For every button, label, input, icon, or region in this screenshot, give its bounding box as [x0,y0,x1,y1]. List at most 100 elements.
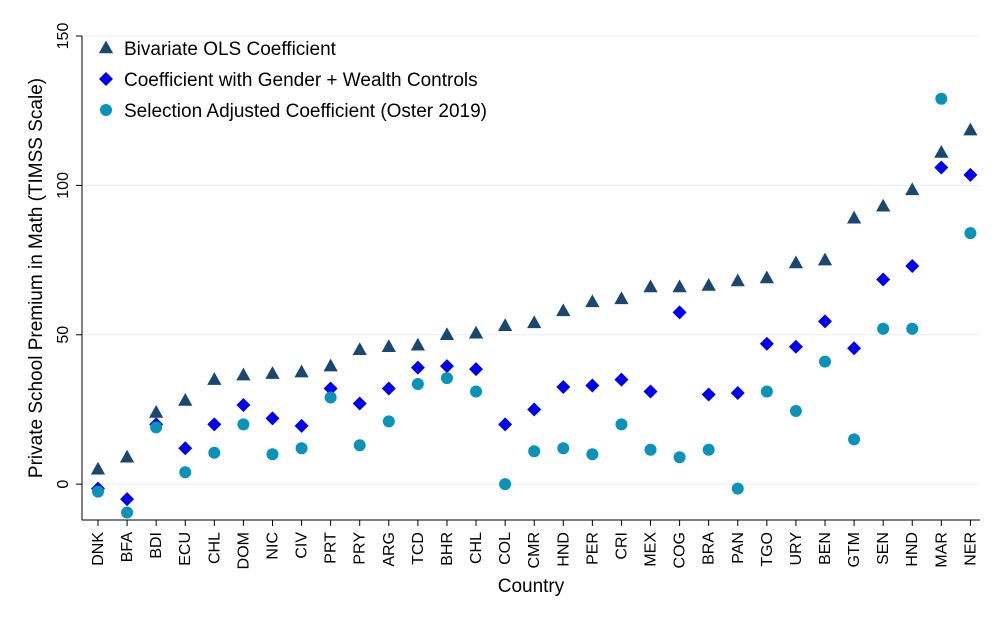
y-tick-label: 50 [55,326,72,344]
point-diamond [643,384,658,399]
point-circle [121,506,134,519]
point-triangle [963,122,978,136]
point-diamond [498,417,513,432]
point-circle [644,443,657,456]
x-tick-label: DOM [235,532,252,569]
x-tick-label: PER [584,532,601,565]
x-tick-label: NIC [264,532,281,560]
point-diamond [585,378,600,393]
point-circle [92,485,104,498]
x-tick-label: BHR [439,532,456,566]
x-tick-label: SEN [875,532,892,565]
x-tick-label: CMR [526,532,543,568]
x-tick-label: COL [497,532,514,565]
point-circle [382,415,395,428]
point-circle [470,385,483,398]
point-circle [411,378,424,391]
legend-marker-triangle [98,40,114,54]
point-triangle [265,366,280,379]
point-diamond [759,336,774,351]
point-circle [528,445,541,458]
x-tick-label: CIV [294,532,311,559]
point-circle [208,446,221,459]
legend-label: Coefficient with Gender + Wealth Control… [124,70,478,91]
x-axis-title: Country [498,576,565,597]
point-circle [237,418,250,431]
gridlines [82,35,980,485]
point-circle [789,404,802,417]
x-tick-label: GTM [846,532,863,568]
point-diamond [788,339,803,354]
series-2 [91,160,978,507]
legend-marker-diamond [99,72,113,86]
x-tick-label: TGO [759,532,776,567]
x-tick-label: PAN [730,532,747,564]
point-triangle [730,273,745,287]
legend-label: Selection Adjusted Coefficient (Oster 20… [124,101,487,122]
point-circle [324,391,337,404]
point-circle [179,466,192,479]
point-diamond [556,380,571,395]
y-tick-label: 150 [55,23,72,50]
y-ticks: 0 50 100 150 [55,23,82,489]
x-tick-label: BDI [148,532,165,559]
point-diamond [672,305,687,320]
point-circle [353,439,366,452]
point-triangle [149,404,164,418]
point-diamond [236,397,251,412]
x-tick-label: CHL [468,532,485,564]
point-triangle [294,364,309,378]
point-diamond [730,386,745,401]
x-tick-label: BFA [119,532,136,563]
legend: Bivariate OLS Coefficient Coefficient wit… [98,39,487,122]
point-diamond [818,314,832,329]
point-diamond [294,418,309,433]
point-triangle [934,145,949,158]
point-triangle [468,325,484,339]
point-diamond [527,402,542,417]
point-diamond [934,160,949,175]
point-circle [557,442,570,455]
x-tick-label: MAR [933,532,950,568]
x-tick-label: URY [788,532,805,566]
axes [81,36,980,521]
x-tick-label: MEX [643,532,660,567]
point-circle [673,451,686,464]
series-1 [90,122,978,475]
point-circle [760,385,773,398]
point-triangle [759,270,774,284]
point-diamond [323,381,338,396]
x-tick-label: DNK [90,532,107,566]
point-circle [295,442,308,455]
point-triangle [672,279,687,293]
x-tick-label: ECU [177,532,194,566]
x-ticks: DNK BFA BDI ECU CHL DOM NIC CIV PRT PRY ARG TCD BHR C… [90,520,979,569]
point-circle [702,443,715,456]
data-points [90,92,978,519]
point-triangle [556,303,571,317]
point-diamond [410,360,425,375]
point-triangle [585,294,600,308]
point-circle [150,421,163,434]
point-triangle [119,449,135,463]
point-circle [964,227,977,240]
point-triangle [527,315,542,329]
point-diamond [876,272,891,287]
x-tick-label: CHL [206,532,223,564]
x-tick-label: CRI [613,532,630,560]
x-tick-label: COG [672,532,689,568]
x-tick-label: TCD [410,532,427,565]
point-triangle [90,461,106,475]
point-triangle [236,367,251,381]
point-circle [266,448,279,461]
point-triangle [788,255,804,269]
point-triangle [614,291,629,305]
point-triangle [905,182,920,196]
point-triangle [323,358,338,372]
point-triangle [352,342,367,355]
point-circle [731,482,744,495]
x-tick-label: ARG [381,532,398,567]
point-triangle [701,277,716,291]
